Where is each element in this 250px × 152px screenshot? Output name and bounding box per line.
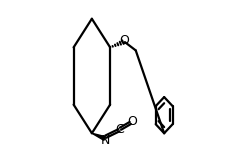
Text: O: O [127,115,137,128]
Polygon shape [92,133,106,140]
Text: O: O [119,34,129,47]
Text: N: N [101,134,110,147]
Text: C: C [115,123,124,136]
